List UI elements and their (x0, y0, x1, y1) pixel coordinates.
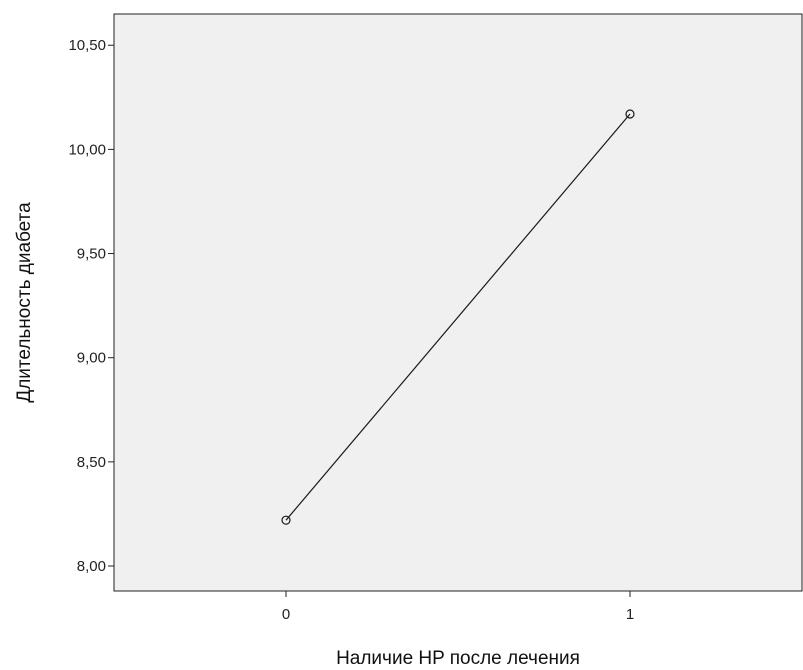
y-tick-label: 8,00 (77, 558, 106, 575)
y-axis: 8,00 8,50 9,00 9,50 10,00 10,50 (68, 37, 114, 575)
x-tick-label: 1 (626, 606, 634, 623)
y-tick-label: 10,00 (68, 141, 106, 158)
plot-area (113, 13, 803, 592)
series-layer (281, 109, 635, 525)
y-tick-label: 9,50 (77, 246, 106, 263)
y-axis-title: Длительность диабета (14, 202, 35, 403)
y-tick-label: 8,50 (77, 454, 106, 471)
y-tick-label: 10,50 (68, 37, 106, 54)
series-line (285, 113, 631, 521)
x-tick-label: 0 (282, 606, 290, 623)
y-tick-label: 9,00 (77, 350, 106, 367)
x-axis-title: Наличие HP после лечения (336, 648, 580, 669)
data-point (281, 515, 291, 525)
data-point (625, 109, 635, 119)
